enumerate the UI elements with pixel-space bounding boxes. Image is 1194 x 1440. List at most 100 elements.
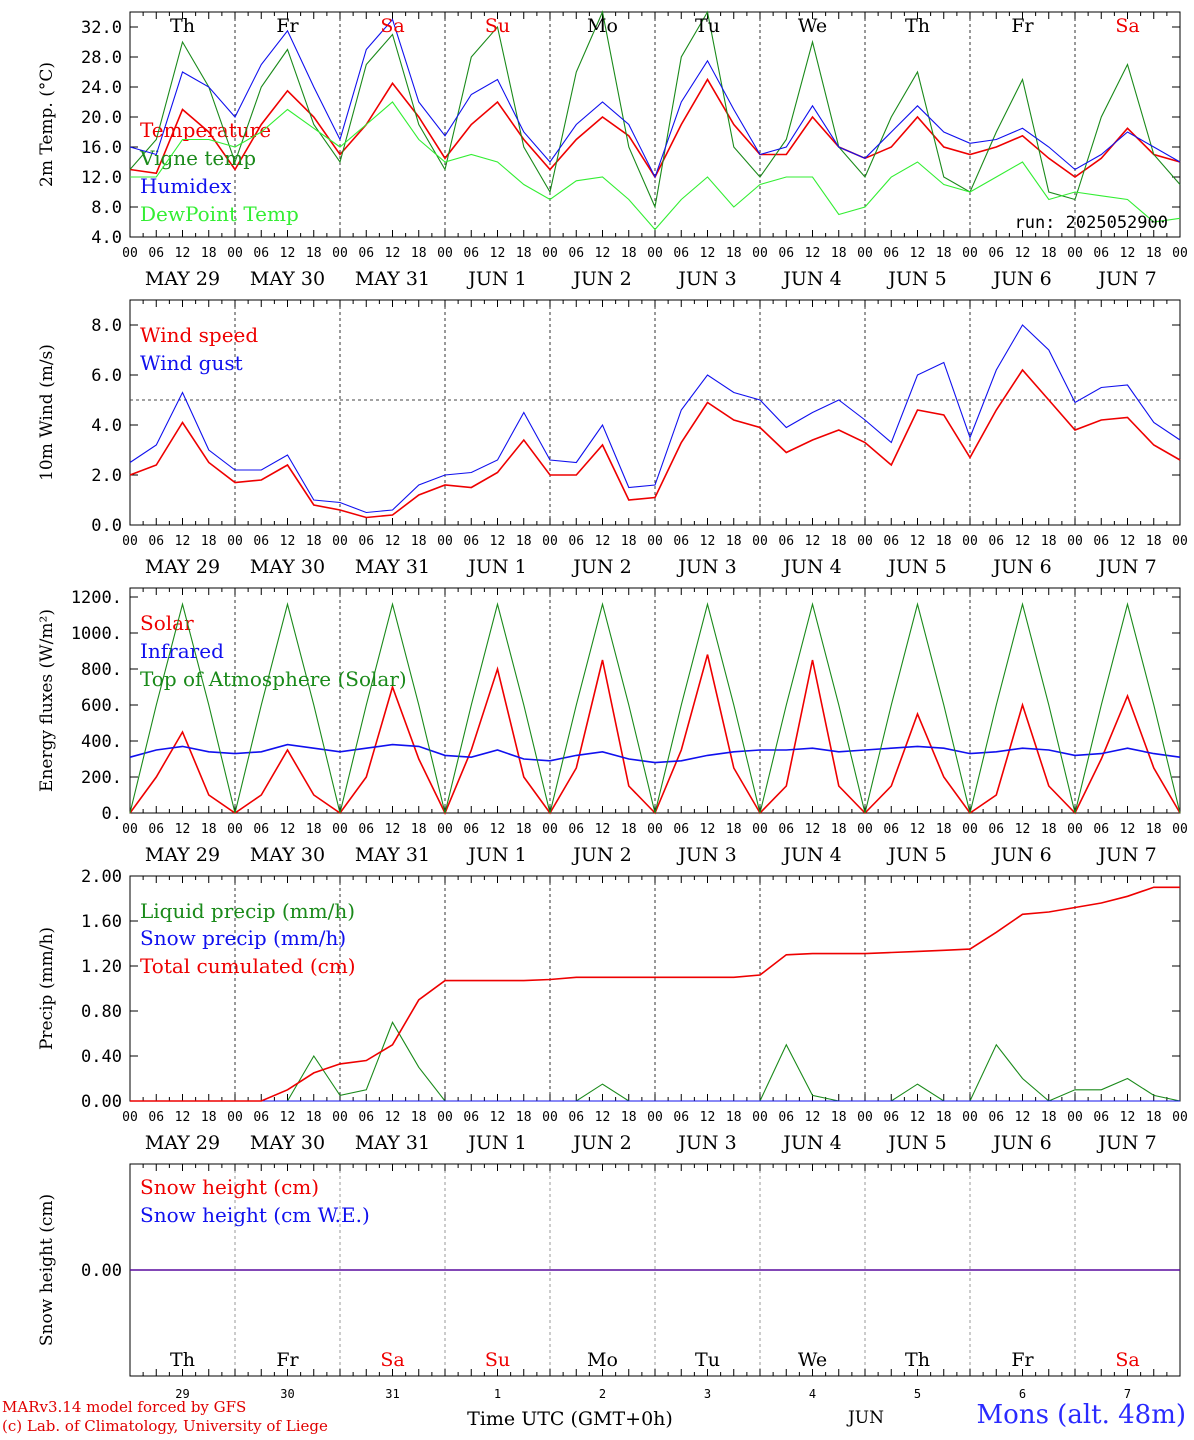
hour-label: 00 xyxy=(1172,534,1188,549)
legend-entry: Total cumulated (cm) xyxy=(140,954,356,978)
day-name: Th xyxy=(170,15,195,37)
hour-label: 12 xyxy=(280,534,296,549)
date-label: MAY 31 xyxy=(355,268,430,290)
hour-label: 00 xyxy=(227,1110,243,1125)
y-tick-label: 200. xyxy=(81,768,122,788)
hour-label: 06 xyxy=(988,534,1004,549)
series-line-infrared xyxy=(129,743,1181,764)
legend-entry: DewPoint Temp xyxy=(140,202,299,226)
date-label: MAY 29 xyxy=(145,268,220,290)
hour-label: 18 xyxy=(936,246,952,261)
hour-label: 06 xyxy=(988,1110,1004,1125)
day-name: Tu xyxy=(695,15,720,37)
hour-label: 18 xyxy=(726,534,742,549)
y-tick-label: 0.00 xyxy=(81,1092,122,1112)
hour-label: 06 xyxy=(673,822,689,837)
hour-label: 00 xyxy=(122,1110,138,1125)
model-credit: MARv3.14 model forced by GFS xyxy=(2,1398,247,1416)
date-label: JUN 4 xyxy=(781,556,841,578)
hour-label: 00 xyxy=(227,246,243,261)
hour-label: 12 xyxy=(595,246,611,261)
legend-entry: Snow height (cm) xyxy=(140,1175,319,1199)
hour-label: 06 xyxy=(988,822,1004,837)
y-tick-label: 2.0 xyxy=(91,466,122,486)
hour-label: 12 xyxy=(280,822,296,837)
legend-entry: Infrared xyxy=(140,639,224,663)
hour-label: 12 xyxy=(910,534,926,549)
hour-label: 00 xyxy=(647,822,663,837)
hour-label: 18 xyxy=(1146,822,1162,837)
panel-5: 0.00 Snow height (cm) Snow height (cm) Snow… xyxy=(37,1163,1181,1430)
hour-label: 12 xyxy=(385,246,401,261)
hour-label: 00 xyxy=(437,822,453,837)
hour-label: 18 xyxy=(411,1110,427,1125)
series-line-dewpoint-temp xyxy=(130,101,1181,231)
date-label: JUN 5 xyxy=(886,1132,946,1154)
legend-entry: Snow precip (mm/h) xyxy=(140,926,346,950)
hour-label: 06 xyxy=(253,822,269,837)
hour-label: 06 xyxy=(778,1110,794,1125)
hour-label: 12 xyxy=(175,534,191,549)
date-label: JUN 7 xyxy=(1096,556,1156,578)
hour-label: 12 xyxy=(280,1110,296,1125)
date-number: 5 xyxy=(914,1387,921,1401)
hour-label: 00 xyxy=(437,246,453,261)
hour-label: 06 xyxy=(778,246,794,261)
hour-label: 06 xyxy=(253,246,269,261)
hour-label: 12 xyxy=(910,1110,926,1125)
hour-label: 18 xyxy=(831,1110,847,1125)
date-label: JUN 6 xyxy=(991,1132,1051,1154)
date-label: JUN 1 xyxy=(466,844,526,866)
hour-label: 12 xyxy=(1015,1110,1031,1125)
hour-label: 00 xyxy=(332,1110,348,1125)
hour-label: 12 xyxy=(1120,822,1136,837)
run-label: run: 2025052900 xyxy=(1014,213,1168,233)
hour-label: 18 xyxy=(726,1110,742,1125)
hour-label: 06 xyxy=(148,822,164,837)
hour-label: 12 xyxy=(805,534,821,549)
hour-label: 00 xyxy=(332,822,348,837)
hour-label: 00 xyxy=(1067,822,1083,837)
y-tick-label: 4.0 xyxy=(91,416,122,436)
hour-label: 12 xyxy=(1015,534,1031,549)
hour-label: 18 xyxy=(516,534,532,549)
lab-credit: (c) Lab. of Climatology, University of L… xyxy=(2,1417,328,1435)
y-tick-label: 28.0 xyxy=(81,48,122,68)
hour-label: 12 xyxy=(490,1110,506,1125)
legend-entry: Wind speed xyxy=(140,323,258,347)
plot-frame xyxy=(129,299,1181,526)
date-number: 3 xyxy=(704,1387,711,1401)
hour-label: 06 xyxy=(883,534,899,549)
hour-label: 00 xyxy=(752,822,768,837)
date-number: 6 xyxy=(1019,1387,1026,1401)
hour-label: 18 xyxy=(201,1110,217,1125)
series-line-vigne-temp xyxy=(129,10,1181,209)
hour-label: 12 xyxy=(1120,534,1136,549)
hour-label: 18 xyxy=(306,246,322,261)
legend-entry: Solar xyxy=(140,611,194,635)
day-name: Mo xyxy=(587,1349,618,1371)
month-label: JUN xyxy=(846,1408,884,1428)
hour-label: 12 xyxy=(910,246,926,261)
hour-label: 00 xyxy=(857,1110,873,1125)
date-label: JUN 5 xyxy=(886,268,946,290)
date-label: MAY 30 xyxy=(250,1132,325,1154)
hour-label: 18 xyxy=(306,822,322,837)
hour-label: 06 xyxy=(883,1110,899,1125)
hour-label: 00 xyxy=(857,534,873,549)
hour-label: 00 xyxy=(1067,1110,1083,1125)
date-label: JUN 4 xyxy=(781,1132,841,1154)
hour-label: 12 xyxy=(1120,1110,1136,1125)
hour-label: 12 xyxy=(1015,246,1031,261)
hour-label: 18 xyxy=(621,246,637,261)
hour-label: 12 xyxy=(490,246,506,261)
day-name: Mo xyxy=(587,15,618,37)
date-label: JUN 7 xyxy=(1096,1132,1156,1154)
hour-label: 06 xyxy=(358,534,374,549)
hour-label: 06 xyxy=(568,822,584,837)
date-label: JUN 2 xyxy=(571,268,631,290)
y-axis-label: Snow height (cm) xyxy=(37,1194,57,1346)
y-tick-label: 20.0 xyxy=(81,108,122,128)
y-axis-label: 10m Wind (m/s) xyxy=(37,344,57,481)
y-tick-label: 32.0 xyxy=(81,18,122,38)
